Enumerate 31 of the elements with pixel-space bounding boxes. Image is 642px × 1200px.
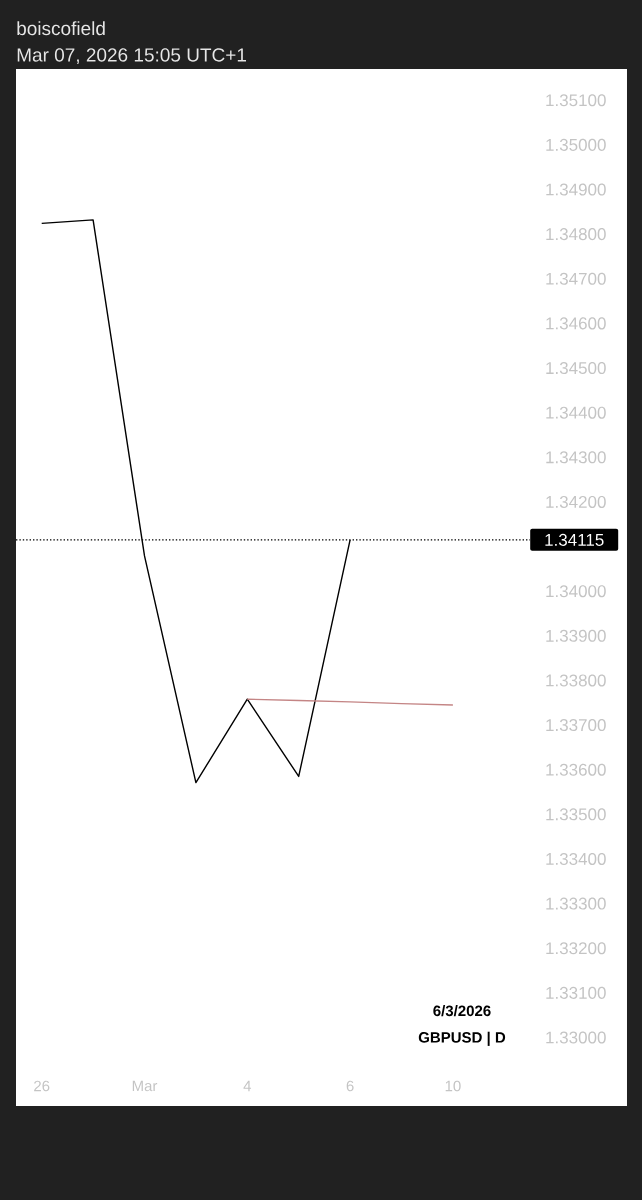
x-tick-label: 4 [243, 1080, 252, 1092]
y-tick-label: 1.34000 [546, 585, 606, 598]
annotation: 6/3/2026 [433, 1005, 491, 1017]
y-tick-label: 1.33900 [546, 629, 606, 642]
y-tick-label: 1.34300 [546, 451, 606, 464]
y-tick-label: 1.34600 [546, 317, 606, 330]
x-tick-label: Mar [132, 1080, 158, 1092]
y-tick-label: 1.34800 [546, 228, 606, 241]
y-tick-label: 1.35000 [546, 138, 606, 151]
y-tick-label: 1.33500 [546, 808, 606, 821]
chart-title: boiscofield [17, 21, 105, 36]
y-tick-label: 1.33000 [546, 1031, 606, 1044]
y-tick-label: 1.34700 [546, 272, 606, 285]
y-tick-label: 1.35100 [546, 94, 606, 107]
x-tick-label: 10 [445, 1080, 461, 1092]
y-tick-label: 1.34400 [546, 406, 606, 419]
y-tick-label: 1.34200 [546, 495, 606, 508]
x-tick-label: 6 [346, 1080, 354, 1092]
y-tick-label: 1.34900 [546, 183, 606, 196]
y-tick-label: 1.33200 [546, 942, 606, 955]
y-tick-label: 1.33800 [546, 674, 606, 687]
y-tick-label: 1.33600 [546, 763, 606, 776]
chart-subtitle: Mar 07, 2026 15:05 UTC+1 [17, 48, 246, 64]
y-tick-label: 1.34500 [546, 362, 606, 375]
ref-line-label: 1.34115 [545, 533, 604, 546]
y-tick-label: 1.33300 [546, 897, 606, 910]
y-tick-label: 1.33100 [546, 986, 606, 999]
y-tick-label: 1.33400 [546, 852, 606, 865]
annotation: GBPUSD | D [418, 1031, 506, 1046]
x-tick-label: 26 [34, 1080, 50, 1092]
y-tick-label: 1.33700 [546, 719, 606, 732]
